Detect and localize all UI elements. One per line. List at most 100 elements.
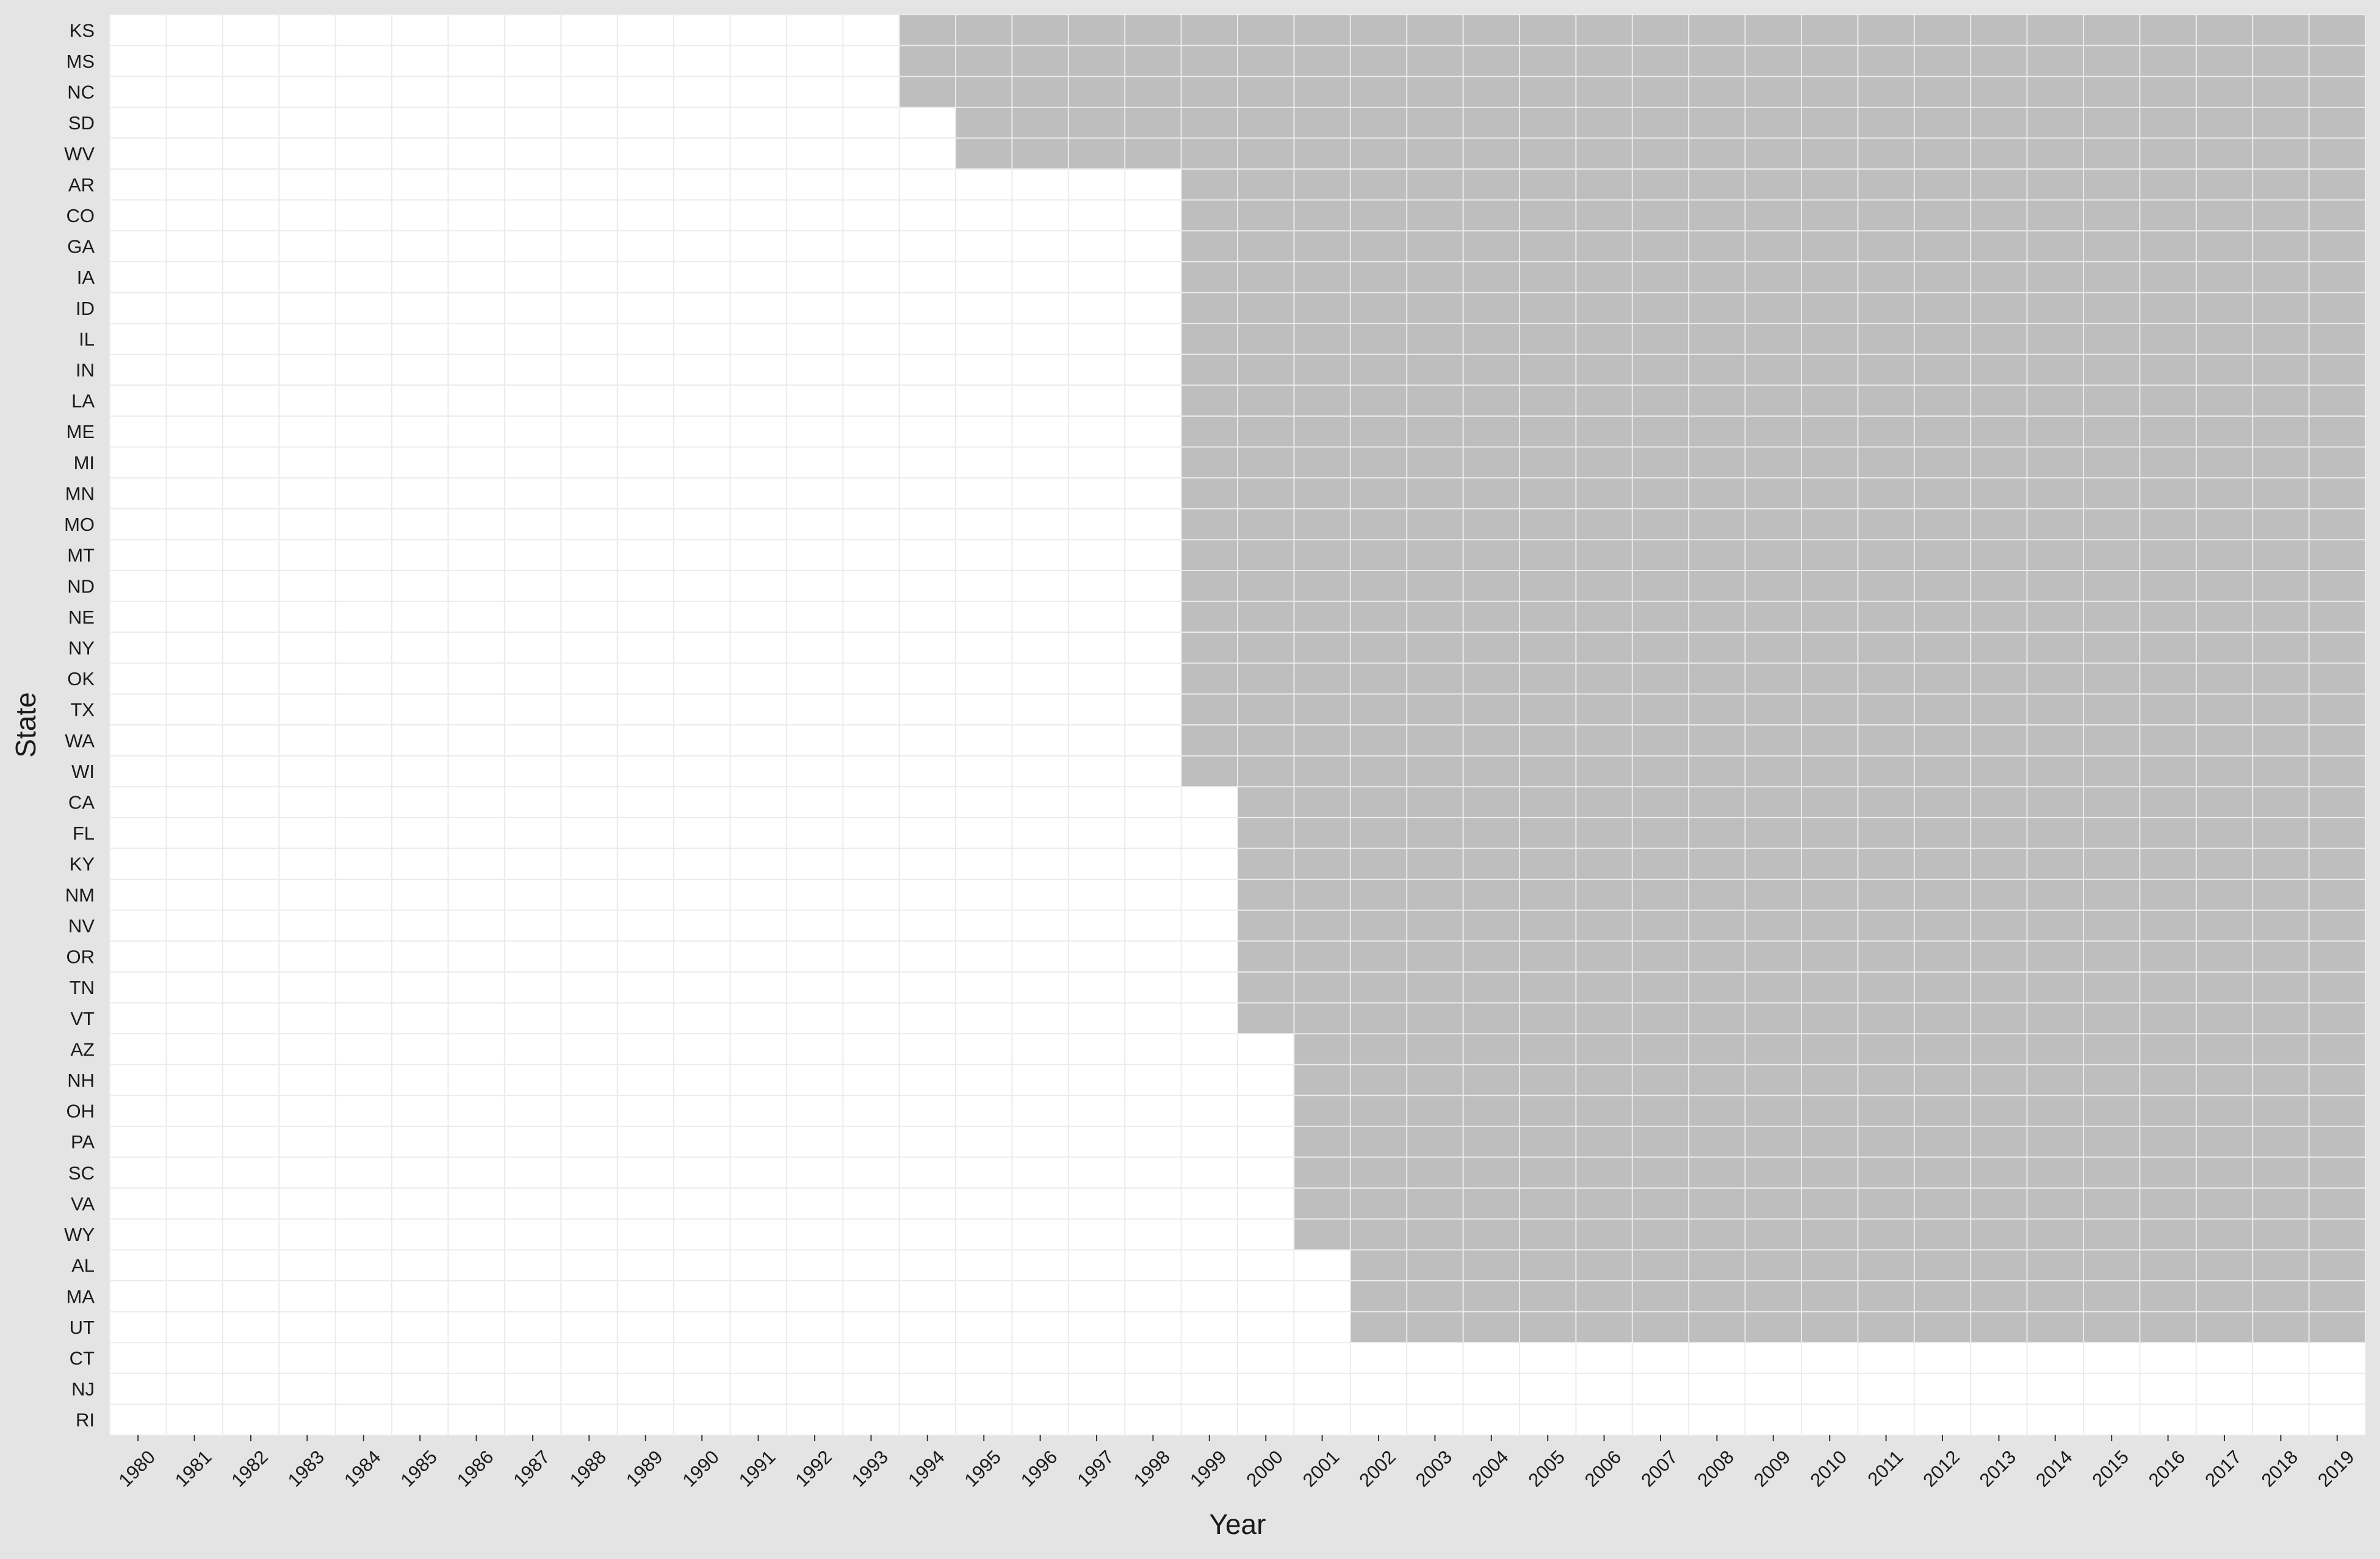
heatmap-cell [1801, 817, 1858, 849]
heatmap-cell [2309, 354, 2366, 386]
heatmap-cell [1520, 1003, 1576, 1034]
x-tick-label: 2014 [2032, 1446, 2077, 1491]
heatmap-cell [1689, 1064, 1746, 1096]
heatmap-cell [2083, 570, 2140, 602]
heatmap-cell [1632, 15, 1689, 46]
heatmap-cell [1068, 15, 1125, 46]
heatmap-cell [1971, 1003, 2028, 1034]
heatmap-cell [1294, 200, 1351, 231]
heatmap-cell [1294, 694, 1351, 725]
heatmap-cell [2309, 200, 2366, 231]
x-tick-label: 1996 [1017, 1446, 1062, 1491]
heatmap-cell [1294, 231, 1351, 262]
heatmap-cell [2309, 971, 2366, 1004]
heatmap-cell [1463, 323, 1520, 355]
heatmap-cell [1689, 817, 1746, 849]
heatmap-cell [2027, 755, 2084, 787]
heatmap-cell [1520, 1219, 1576, 1250]
heatmap-cell [1914, 539, 1971, 571]
heatmap-cell [1745, 138, 1802, 170]
heatmap-cell [1463, 755, 1520, 787]
heatmap-cell [1576, 755, 1633, 787]
heatmap-cell [1576, 787, 1633, 818]
heatmap-cell [1858, 1157, 1915, 1189]
heatmap-cell [1858, 1250, 1915, 1281]
x-tick-label: 1985 [396, 1446, 441, 1491]
heatmap-cell [2027, 231, 2084, 262]
heatmap-cell [1350, 1219, 1407, 1250]
heatmap-cell [1801, 200, 1858, 231]
heatmap-cell [1971, 1219, 2028, 1250]
heatmap-cell [1689, 941, 1746, 973]
heatmap-cell [2140, 416, 2197, 448]
heatmap-cell [2196, 570, 2253, 602]
heatmap-cell [1294, 539, 1351, 571]
heatmap-cell [2027, 1157, 2084, 1189]
heatmap-cell [1914, 1311, 1971, 1343]
y-tick-label: OH [67, 1101, 95, 1122]
heatmap-cell [2140, 941, 2197, 973]
heatmap-cell [1407, 416, 1464, 448]
heatmap-cell [1632, 787, 1689, 818]
heatmap-cell [2083, 354, 2140, 386]
heatmap-cell [2252, 1219, 2310, 1250]
heatmap-cell [2140, 447, 2197, 478]
heatmap-cell [1914, 200, 1971, 231]
heatmap-cell [1632, 323, 1689, 355]
y-tick-label: KS [70, 20, 95, 41]
heatmap-cell [1350, 200, 1407, 231]
y-tick-label: ND [67, 575, 95, 597]
heatmap-cell [1238, 755, 1294, 787]
heatmap-cell [1520, 817, 1576, 849]
heatmap-cell [1350, 910, 1407, 942]
heatmap-cell [1801, 1126, 1858, 1158]
heatmap-cell [2196, 478, 2253, 509]
heatmap-cell [2083, 1311, 2140, 1343]
heatmap-cell [2252, 292, 2310, 324]
heatmap-cell [1125, 15, 1182, 46]
heatmap-cell [2252, 971, 2310, 1004]
heatmap-cell [2083, 1280, 2140, 1312]
heatmap-cell [1012, 15, 1069, 46]
heatmap-cell [2140, 261, 2197, 293]
heatmap-cell [1576, 941, 1633, 973]
heatmap-cell [1181, 76, 1238, 108]
heatmap-cell [1576, 1219, 1633, 1250]
heatmap-cell [1689, 971, 1746, 1004]
heatmap-cell [2027, 1219, 2084, 1250]
heatmap-cell [1407, 1157, 1464, 1189]
heatmap-cell [1181, 385, 1238, 417]
heatmap-cell [1801, 971, 1858, 1004]
heatmap-cell [1858, 1188, 1915, 1220]
heatmap-cell [1971, 1157, 2028, 1189]
heatmap-cell [1858, 694, 1915, 725]
heatmap-cell [2140, 385, 2197, 417]
heatmap-cell [1801, 539, 1858, 571]
heatmap-cell [1407, 1280, 1464, 1312]
heatmap-cell [1745, 941, 1802, 973]
heatmap-cell [1689, 1311, 1746, 1343]
heatmap-cell [2252, 138, 2310, 170]
heatmap-cell [1689, 200, 1746, 231]
heatmap-cell [1520, 261, 1576, 293]
y-tick-label: CO [67, 205, 95, 226]
heatmap-cell [1181, 416, 1238, 448]
heatmap-cell [2027, 76, 2084, 108]
heatmap-cell [1971, 1280, 2028, 1312]
x-tick-label: 2005 [1524, 1446, 1569, 1491]
heatmap-cell [2309, 601, 2366, 633]
heatmap-cell [1520, 354, 1576, 386]
heatmap-cell [1689, 76, 1746, 108]
y-tick-label: WV [64, 143, 95, 165]
heatmap-cell [2140, 1003, 2197, 1034]
heatmap-cell [1632, 76, 1689, 108]
heatmap-cell [1801, 663, 1858, 694]
heatmap-cell [1971, 138, 2028, 170]
heatmap-cell [1520, 15, 1576, 46]
heatmap-cell [1745, 725, 1802, 757]
heatmap-cell [2309, 45, 2366, 77]
x-tick-label: 1980 [114, 1446, 159, 1491]
heatmap-cell [1463, 76, 1520, 108]
heatmap-cell [1238, 354, 1294, 386]
heatmap-cell [1914, 138, 1971, 170]
